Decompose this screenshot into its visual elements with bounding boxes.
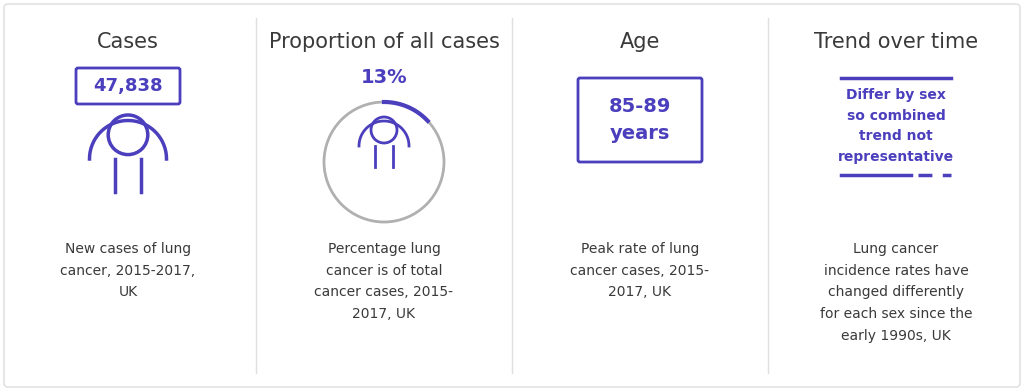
Text: 47,838: 47,838: [93, 77, 163, 95]
Text: 85-89
years: 85-89 years: [609, 97, 671, 143]
Text: Proportion of all cases: Proportion of all cases: [268, 32, 500, 52]
Text: Trend over time: Trend over time: [814, 32, 978, 52]
Text: Percentage lung
cancer is of total
cancer cases, 2015-
2017, UK: Percentage lung cancer is of total cance…: [314, 242, 454, 321]
Text: Lung cancer
incidence rates have
changed differently
for each sex since the
earl: Lung cancer incidence rates have changed…: [820, 242, 972, 343]
Text: Cases: Cases: [97, 32, 159, 52]
FancyBboxPatch shape: [4, 4, 1020, 387]
FancyBboxPatch shape: [76, 68, 180, 104]
Text: New cases of lung
cancer, 2015-2017,
UK: New cases of lung cancer, 2015-2017, UK: [60, 242, 196, 300]
Text: 13%: 13%: [360, 68, 408, 87]
Text: Differ by sex
so combined
trend not
representative: Differ by sex so combined trend not repr…: [838, 88, 954, 164]
Text: Peak rate of lung
cancer cases, 2015-
2017, UK: Peak rate of lung cancer cases, 2015- 20…: [570, 242, 710, 300]
FancyBboxPatch shape: [578, 78, 702, 162]
Text: Age: Age: [620, 32, 660, 52]
